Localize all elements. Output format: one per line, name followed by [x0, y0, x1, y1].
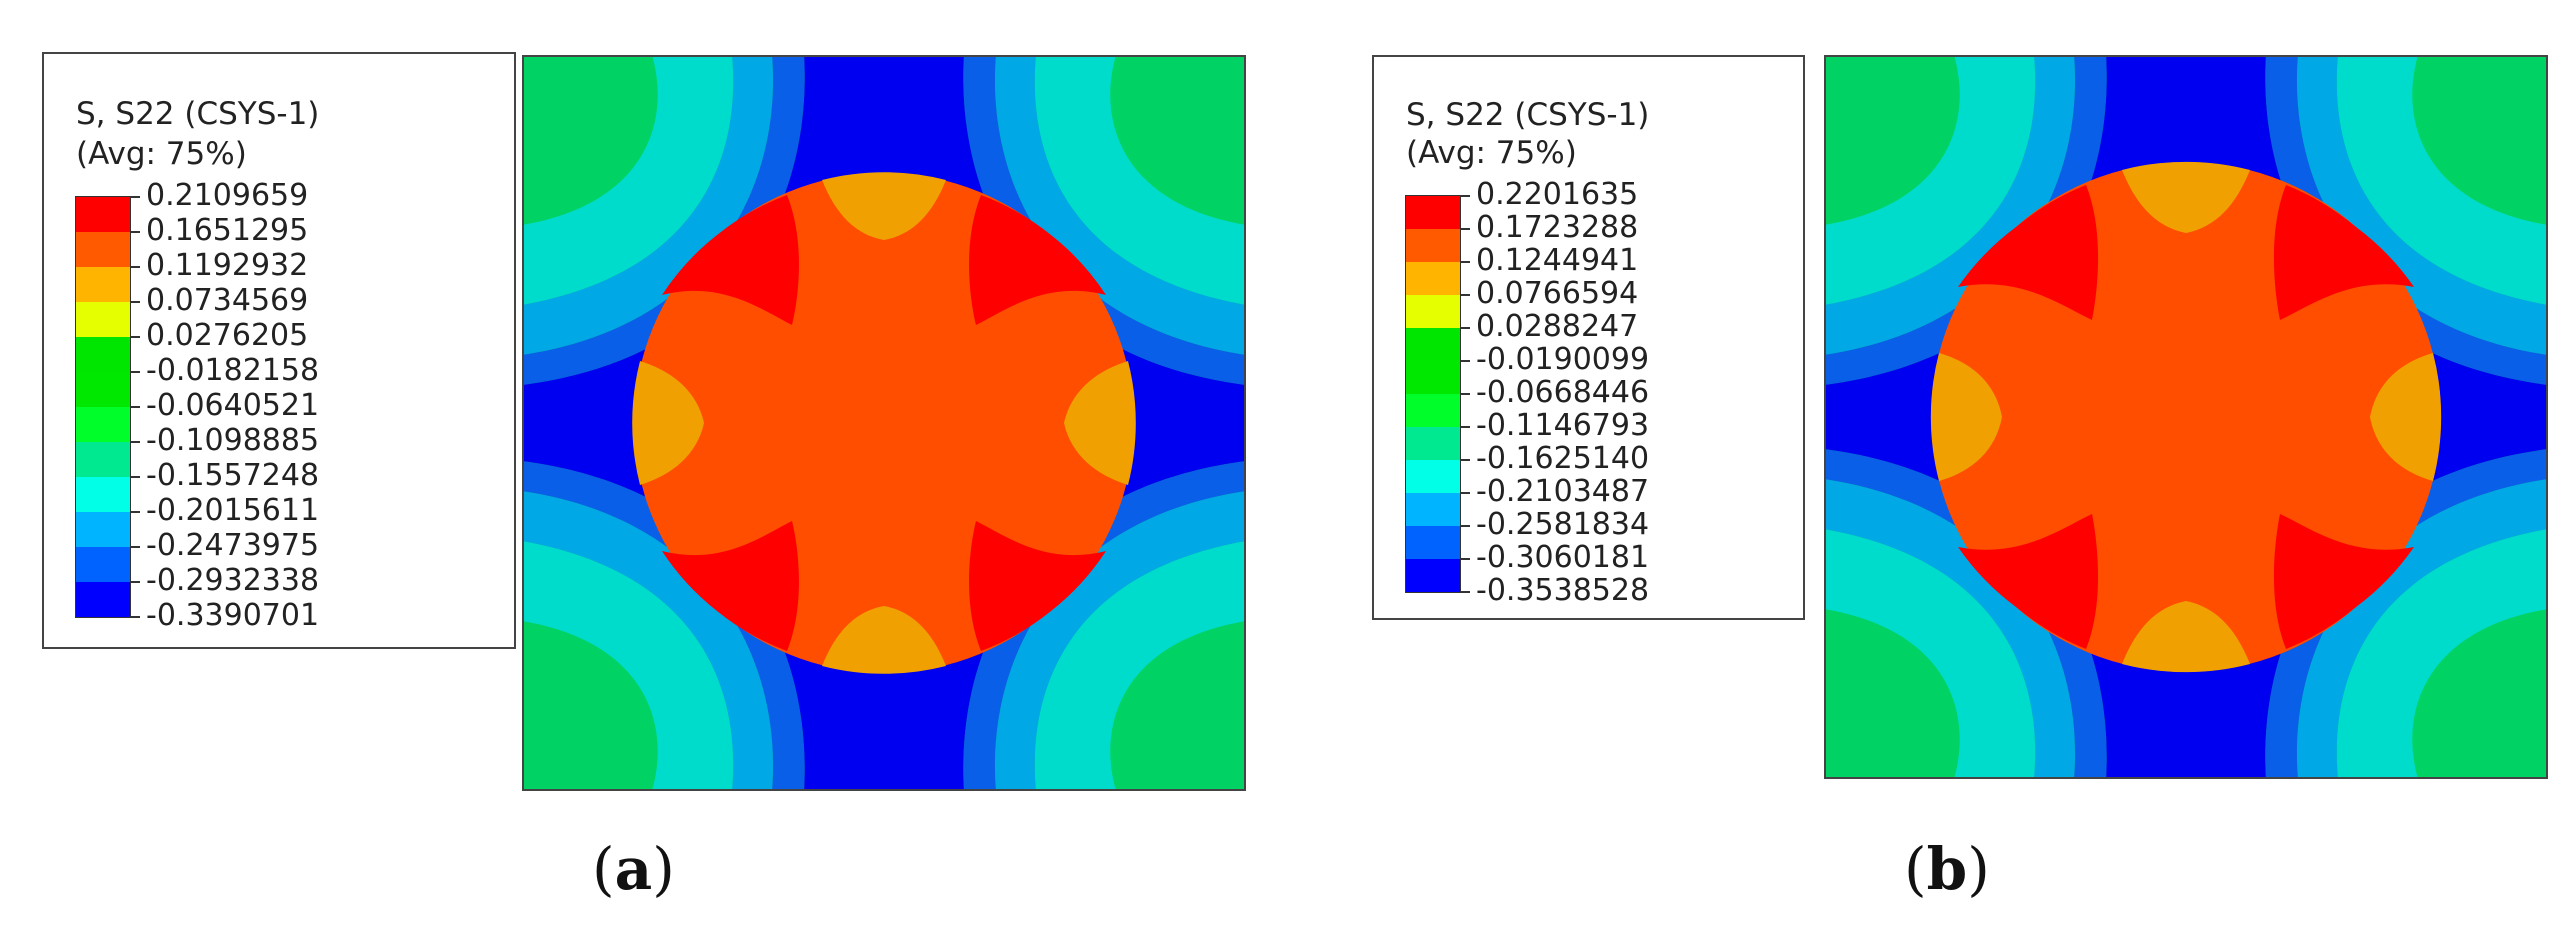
legend-value: -0.1557248: [146, 458, 320, 493]
legend-tick: [1460, 294, 1470, 296]
legend-tick: [1460, 558, 1470, 560]
legend-tick: [130, 371, 140, 373]
legend-tick: [1460, 459, 1470, 461]
legend-value: 0.2109659: [146, 178, 309, 213]
legend-value: -0.0190099: [1476, 342, 1650, 377]
colorbar-swatch: [1406, 559, 1460, 592]
legend-tick: [1460, 393, 1470, 395]
legend-tick: [1460, 525, 1470, 527]
caption-a: (a): [592, 835, 675, 903]
legend-tick: [1460, 261, 1470, 263]
legend-value: 0.0734569: [146, 283, 309, 318]
legend-tick: [1460, 360, 1470, 362]
plot-border: [522, 55, 1246, 791]
legend-value: -0.3060181: [1476, 540, 1650, 575]
colorbar-swatch: [1406, 328, 1460, 361]
colorbar-swatch: [76, 232, 130, 267]
colorbar-swatch: [1406, 526, 1460, 559]
colorbar-swatch: [76, 582, 130, 617]
colorbar-swatch: [76, 547, 130, 582]
legend-tick: [130, 616, 140, 618]
colorbar-swatch: [76, 197, 130, 232]
legend-value: -0.0182158: [146, 353, 320, 388]
colorbar-swatch: [76, 267, 130, 302]
colorbar-swatch: [1406, 460, 1460, 493]
colorbar-swatch: [1406, 361, 1460, 394]
inclusion-contours: [632, 172, 1136, 674]
legend-tick: [1460, 591, 1470, 593]
legend-tick: [130, 441, 140, 443]
colorbar-swatch: [76, 337, 130, 372]
colorbar-swatch: [76, 372, 130, 407]
colorbar-swatch: [76, 477, 130, 512]
legend-tick: [130, 301, 140, 303]
legend-tick: [1460, 426, 1470, 428]
plot-border: [1824, 55, 2548, 779]
legend-value: -0.1098885: [146, 423, 320, 458]
colorbar-swatch: [76, 442, 130, 477]
legend-value: -0.0640521: [146, 388, 320, 423]
colorbar-swatch: [76, 302, 130, 337]
legend-tick: [130, 196, 140, 198]
legend-value: -0.1146793: [1476, 408, 1650, 443]
legend-title-line1: S, S22 (CSYS-1): [76, 96, 320, 132]
contour-plot-a: [522, 55, 1246, 791]
legend-tick: [130, 406, 140, 408]
panel-b: S, S22 (CSYS-1) (Avg: 75%) 0.2201635 0.17…: [1287, 0, 2575, 939]
legend-tick: [1460, 228, 1470, 230]
legend-tick: [130, 511, 140, 513]
colorbar-swatch: [76, 512, 130, 547]
legend-tick: [130, 546, 140, 548]
colorbar-swatch: [1406, 295, 1460, 328]
legend-tick: [1460, 327, 1470, 329]
legend-value: 0.0766594: [1476, 276, 1639, 311]
contour-plot-b: [1824, 55, 2548, 779]
legend-tick: [1460, 492, 1470, 494]
legend-value: -0.2932338: [146, 563, 320, 598]
colorbar-swatch: [76, 407, 130, 442]
legend-value: -0.2581834: [1476, 507, 1650, 542]
legend-value: 0.0276205: [146, 318, 309, 353]
legend-value: -0.2015611: [146, 493, 320, 528]
legend-b: S, S22 (CSYS-1) (Avg: 75%) 0.2201635 0.17…: [1372, 55, 1805, 620]
legend-tick: [130, 476, 140, 478]
legend-value: 0.0288247: [1476, 309, 1639, 344]
legend-value: -0.2473975: [146, 528, 320, 563]
legend-title-line2: (Avg: 75%): [1406, 135, 1577, 171]
legend-value: 0.1192932: [146, 248, 309, 283]
inclusion-contours: [1930, 161, 2442, 673]
colorbar-swatch: [1406, 427, 1460, 460]
legend-value: -0.2103487: [1476, 474, 1650, 509]
legend-value: 0.1723288: [1476, 210, 1639, 245]
legend-value: 0.1244941: [1476, 243, 1639, 278]
colorbar-swatch: [1406, 394, 1460, 427]
legend-title-line1: S, S22 (CSYS-1): [1406, 97, 1650, 133]
panel-a: S, S22 (CSYS-1) (Avg: 75%) 0.2109659 0.16…: [0, 0, 1287, 939]
legend-tick: [1460, 195, 1470, 197]
legend-value: 0.2201635: [1476, 177, 1639, 212]
legend-title-line2: (Avg: 75%): [76, 136, 247, 172]
legend-tick: [130, 266, 140, 268]
colorbar-swatch: [1406, 196, 1460, 229]
colorbar-b: [1405, 195, 1461, 593]
legend-value: -0.3538528: [1476, 573, 1650, 608]
legend-tick: [130, 336, 140, 338]
colorbar-swatch: [1406, 229, 1460, 262]
caption-b: (b): [1904, 835, 1990, 903]
legend-a: S, S22 (CSYS-1) (Avg: 75%) 0.2109659 0.16…: [42, 52, 516, 649]
legend-value: -0.3390701: [146, 598, 320, 633]
legend-tick: [130, 581, 140, 583]
colorbar-swatch: [1406, 262, 1460, 295]
legend-value: 0.1651295: [146, 213, 309, 248]
legend-value: -0.0668446: [1476, 375, 1650, 410]
legend-tick: [130, 231, 140, 233]
colorbar-swatch: [1406, 493, 1460, 526]
colorbar-a: [75, 196, 131, 618]
legend-value: -0.1625140: [1476, 441, 1650, 476]
